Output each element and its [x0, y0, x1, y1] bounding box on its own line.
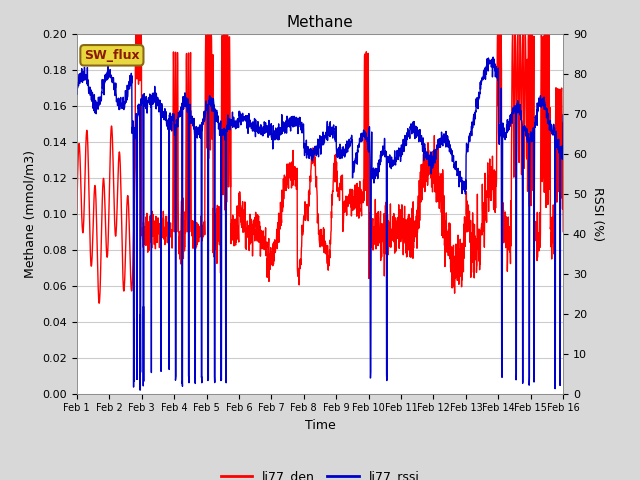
- Y-axis label: Methane (mmol/m3): Methane (mmol/m3): [24, 150, 36, 277]
- Title: Methane: Methane: [287, 15, 353, 30]
- Legend: li77_den, li77_rssi: li77_den, li77_rssi: [216, 465, 424, 480]
- Text: SW_flux: SW_flux: [84, 49, 140, 62]
- X-axis label: Time: Time: [305, 419, 335, 432]
- Y-axis label: RSSI (%): RSSI (%): [591, 187, 604, 240]
